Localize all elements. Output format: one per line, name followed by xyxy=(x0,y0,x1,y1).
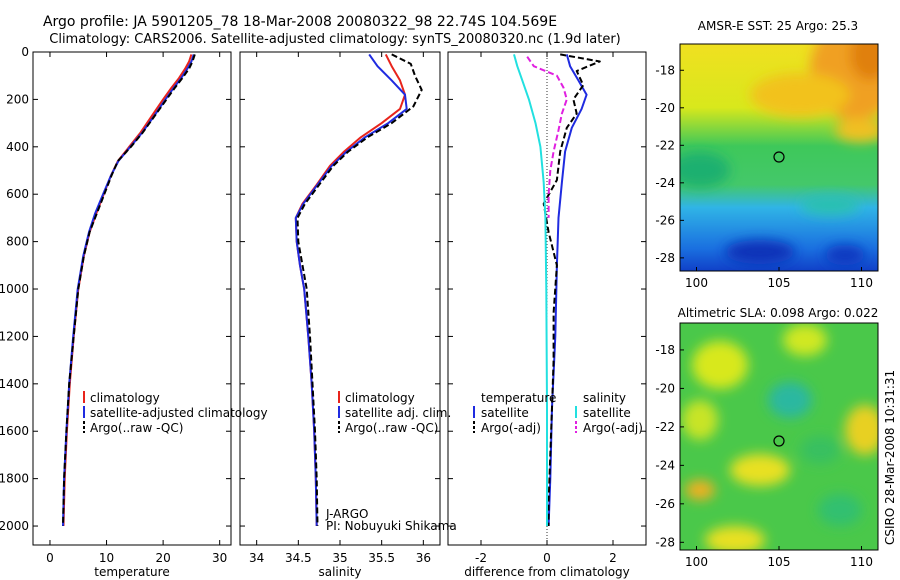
sla-map-title: Altimetric SLA: 0.098 Argo: 0.022 xyxy=(678,306,879,320)
y-tick-label: 1800 xyxy=(0,472,29,486)
plot-frame xyxy=(32,51,232,546)
x-tick-label: -2 xyxy=(475,551,487,565)
x-tick-label: 0 xyxy=(543,551,551,565)
x-tick-label: 34 xyxy=(249,551,264,565)
map-y-tick-label: -18 xyxy=(655,63,675,77)
x-tick-label: 10 xyxy=(99,551,114,565)
series-line xyxy=(547,54,588,527)
map-y-tick-label: -26 xyxy=(655,497,675,511)
legend-argo-raw: Argo(..raw -QC) xyxy=(90,421,183,435)
series-line xyxy=(296,53,423,527)
side-credit: CSIRO 28-Mar-2008 10:31:31 xyxy=(883,370,897,545)
map-x-tick-label: 100 xyxy=(685,276,708,290)
series-line xyxy=(62,54,196,527)
x-tick-label: 36 xyxy=(416,551,431,565)
map-x-tick-label: 110 xyxy=(850,555,873,569)
legend-temperature-header: temperature xyxy=(481,391,556,405)
y-tick-label: 1200 xyxy=(0,329,29,343)
pi-program: J-ARGO xyxy=(325,507,368,521)
map-x-tick-label: 110 xyxy=(850,276,873,290)
y-tick-label: 1400 xyxy=(0,377,29,391)
map-y-tick-label: -22 xyxy=(655,420,675,434)
x-tick-label: 35.5 xyxy=(368,551,395,565)
legend-climatology: climatology xyxy=(345,391,415,405)
map-y-tick-label: -18 xyxy=(655,343,675,357)
sla-map xyxy=(680,323,878,550)
map-x-tick-label: 105 xyxy=(768,555,791,569)
x-tick-label: 0 xyxy=(46,551,54,565)
y-tick-label: 0 xyxy=(21,45,29,59)
legend-climatology: climatology xyxy=(90,391,160,405)
legend-salinity-argo: Argo(-adj) xyxy=(583,421,643,435)
legend-salinity-header: salinity xyxy=(583,391,626,405)
x-axis-label: salinity xyxy=(318,565,361,579)
pi-name: PI: Nobuyuki Shikama xyxy=(326,519,457,533)
temperature-panel: 0 10 20 30 0 200 400 600 800 1000 1200 1400 1600 1800… xyxy=(0,45,232,579)
sst-map-axes: 100 105 110 -18 -20 -22 -24 -26 -28 xyxy=(655,63,873,290)
y-tick-label: 2000 xyxy=(0,519,29,533)
legend-satellite-adjusted: satellite-adjusted climatology xyxy=(90,406,268,420)
x-tick-label: 34.5 xyxy=(285,551,312,565)
x-axis-label: temperature xyxy=(94,565,169,579)
map-y-tick-label: -28 xyxy=(655,251,675,265)
x-tick-label: 35 xyxy=(332,551,347,565)
map-x-tick-label: 100 xyxy=(685,555,708,569)
legend-satellite-adj-clim: satellite adj. clim. xyxy=(345,406,451,420)
map-x-tick-label: 105 xyxy=(768,276,791,290)
legend-temperature-satellite: satellite xyxy=(481,406,529,420)
map-y-tick-label: -20 xyxy=(655,381,675,395)
figure-title-line2: Climatology: CARS2006. Satellite-adjuste… xyxy=(49,32,621,47)
plot-frame xyxy=(239,51,441,546)
salinity-legend: climatology satellite adj. clim. Argo(..… xyxy=(325,391,457,533)
sst-map-title: AMSR-E SST: 25 Argo: 25.3 xyxy=(698,19,858,33)
series-line xyxy=(526,56,568,218)
legend-temperature-argo: Argo(-adj) xyxy=(481,421,541,435)
y-tick-label: 400 xyxy=(6,140,29,154)
map-y-tick-label: -26 xyxy=(655,213,675,227)
salinity-panel: 34 34.5 35 35.5 36 salinity xyxy=(239,51,441,579)
legend-salinity-satellite: satellite xyxy=(583,406,631,420)
sla-argo-marker xyxy=(773,435,785,447)
map-y-tick-label: -28 xyxy=(655,535,675,549)
figure-title-line1: Argo profile: JA 5901205_78 18-Mar-2008 … xyxy=(43,14,557,30)
sla-map-axes: 100 105 110 -18 -20 -22 -24 -26 -28 xyxy=(655,343,873,569)
map-y-tick-label: -24 xyxy=(655,458,675,472)
y-tick-label: 600 xyxy=(6,187,29,201)
temperature-legend: climatology satellite-adjusted climatolo… xyxy=(83,391,268,435)
y-tick-label: 200 xyxy=(6,92,29,106)
legend-argo-raw: Argo(..raw -QC) xyxy=(345,421,438,435)
difference-legend: temperature satellite Argo(-adj) salinit… xyxy=(473,391,643,435)
map-y-tick-label: -24 xyxy=(655,176,675,190)
map-y-tick-label: -20 xyxy=(655,101,675,115)
x-tick-label: 2 xyxy=(609,551,617,565)
series-line xyxy=(542,53,601,526)
x-tick-label: 30 xyxy=(212,551,227,565)
x-axis-label: difference from climatology xyxy=(464,565,630,579)
sst-argo-marker xyxy=(773,151,785,163)
y-tick-label: 1000 xyxy=(0,282,29,296)
series-line xyxy=(513,54,548,526)
sst-map xyxy=(680,44,878,271)
x-tick-label: 20 xyxy=(155,551,170,565)
y-tick-label: 1600 xyxy=(0,424,29,438)
y-tick-label: 800 xyxy=(6,235,29,249)
map-y-tick-label: -22 xyxy=(655,138,675,152)
